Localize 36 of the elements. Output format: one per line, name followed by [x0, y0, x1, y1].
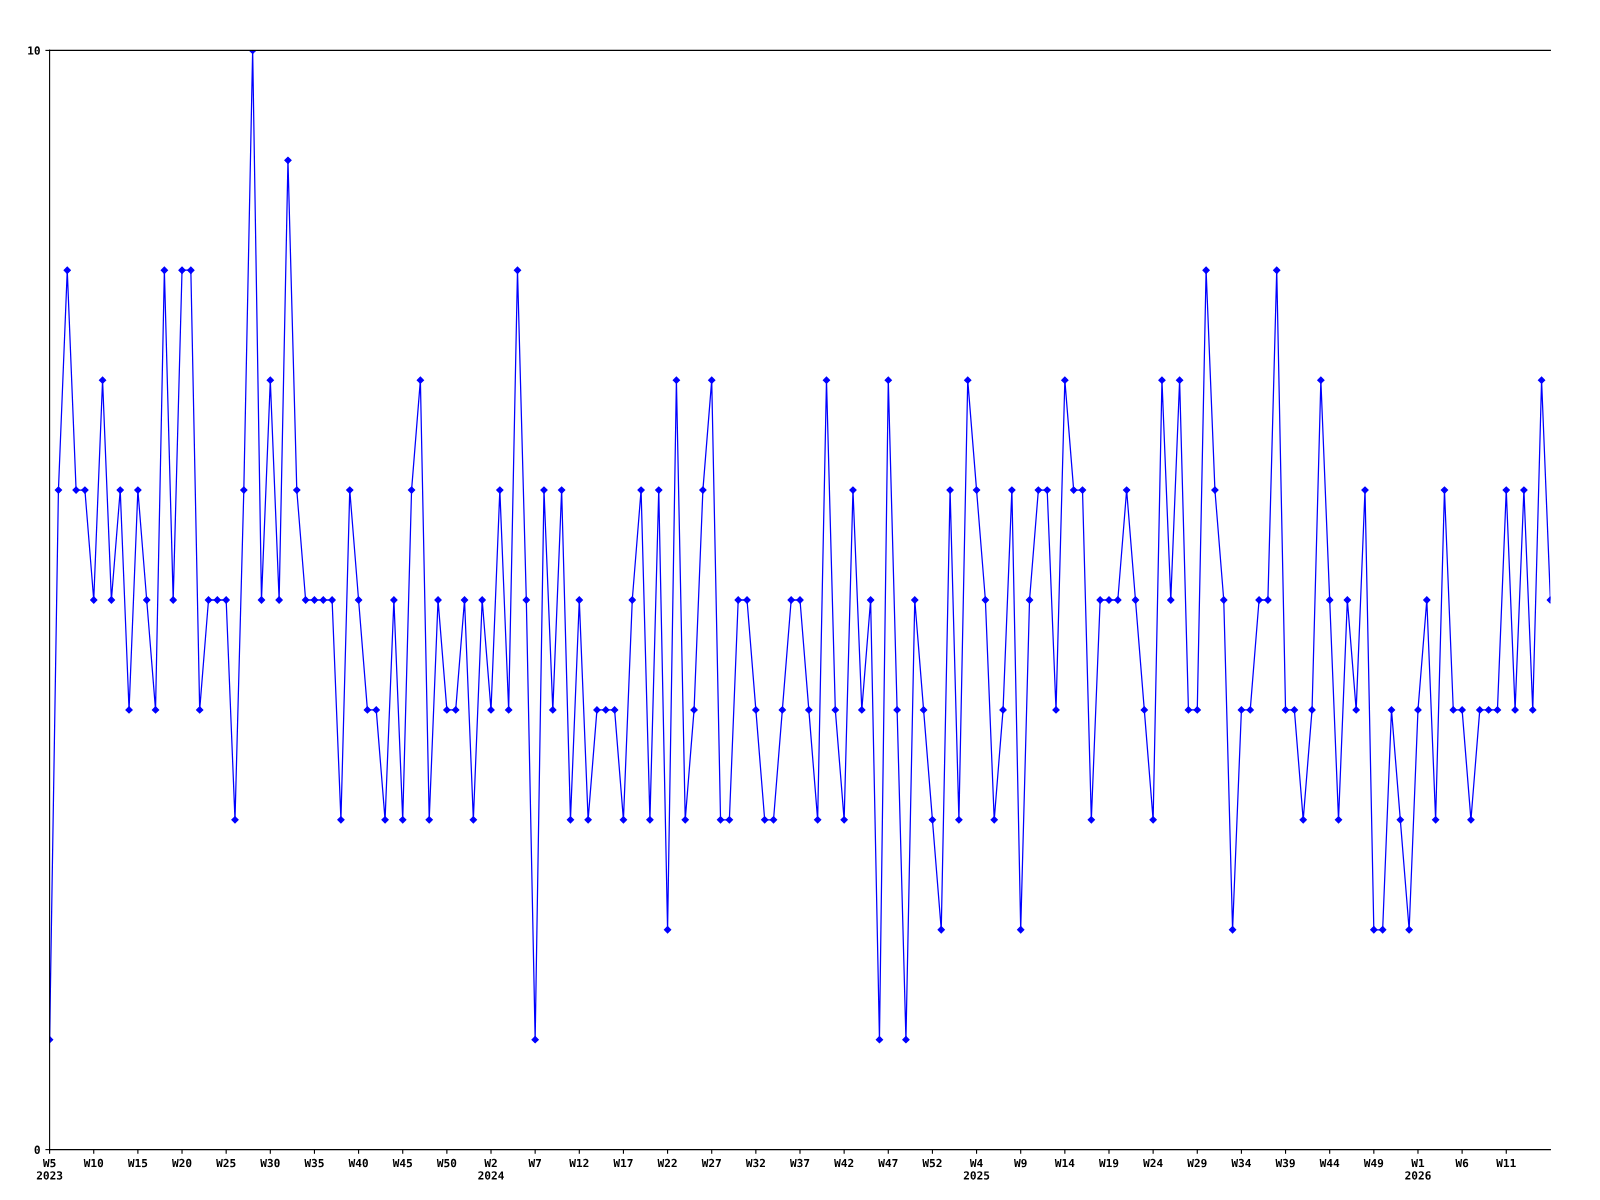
x-tick-label: W1 2026 [1405, 1158, 1431, 1180]
x-tick-label: W25 [216, 1158, 236, 1168]
x-tick-label: W7 [528, 1158, 542, 1168]
x-tick-label: W30 [260, 1158, 280, 1168]
x-tick-label: W45 [392, 1158, 413, 1168]
x-tick-label: W14 [1054, 1158, 1075, 1168]
x-tick-label: W34 [1231, 1158, 1251, 1168]
x-tick-label: W4 2025 [963, 1158, 990, 1180]
x-tick-label: W32 [745, 1158, 765, 1168]
x-tick-label: W49 [1363, 1158, 1384, 1168]
x-tick-label: W5 2023 [36, 1158, 63, 1180]
x-tick-label: W44 [1319, 1158, 1340, 1168]
x-tick-label: W35 [304, 1158, 324, 1168]
x-tick-label: W37 [789, 1158, 810, 1168]
x-tick-label: W50 [436, 1158, 457, 1168]
y-tick-label: 0 [34, 1145, 40, 1154]
x-tick-label: W47 [878, 1158, 898, 1168]
x-tick-label: W24 [1143, 1158, 1163, 1168]
x-tick-label: W42 [834, 1158, 854, 1168]
x-tick-label: W22 [657, 1158, 677, 1168]
x-tick-label: W29 [1187, 1158, 1207, 1168]
x-tick-label: W39 [1275, 1158, 1295, 1168]
x-tick-label: W10 [83, 1158, 104, 1168]
x-tick-label: W6 [1455, 1158, 1469, 1168]
x-tick-label: W27 [701, 1158, 721, 1168]
x-tick-label: W17 [613, 1158, 633, 1168]
x-tick-label: W52 [922, 1158, 942, 1168]
x-tick-label: W15 [127, 1158, 148, 1168]
y-tick-label: 10 [28, 46, 40, 55]
x-tick-label: W2 2024 [478, 1158, 504, 1180]
x-tick-label: W40 [348, 1158, 368, 1168]
x-tick-label: W19 [1098, 1158, 1119, 1168]
x-tick-label: W9 [1014, 1158, 1027, 1168]
x-tick-label: W20 [171, 1158, 192, 1168]
x-tick-label: W11 [1496, 1158, 1516, 1168]
x-tick-label: W12 [569, 1158, 589, 1168]
